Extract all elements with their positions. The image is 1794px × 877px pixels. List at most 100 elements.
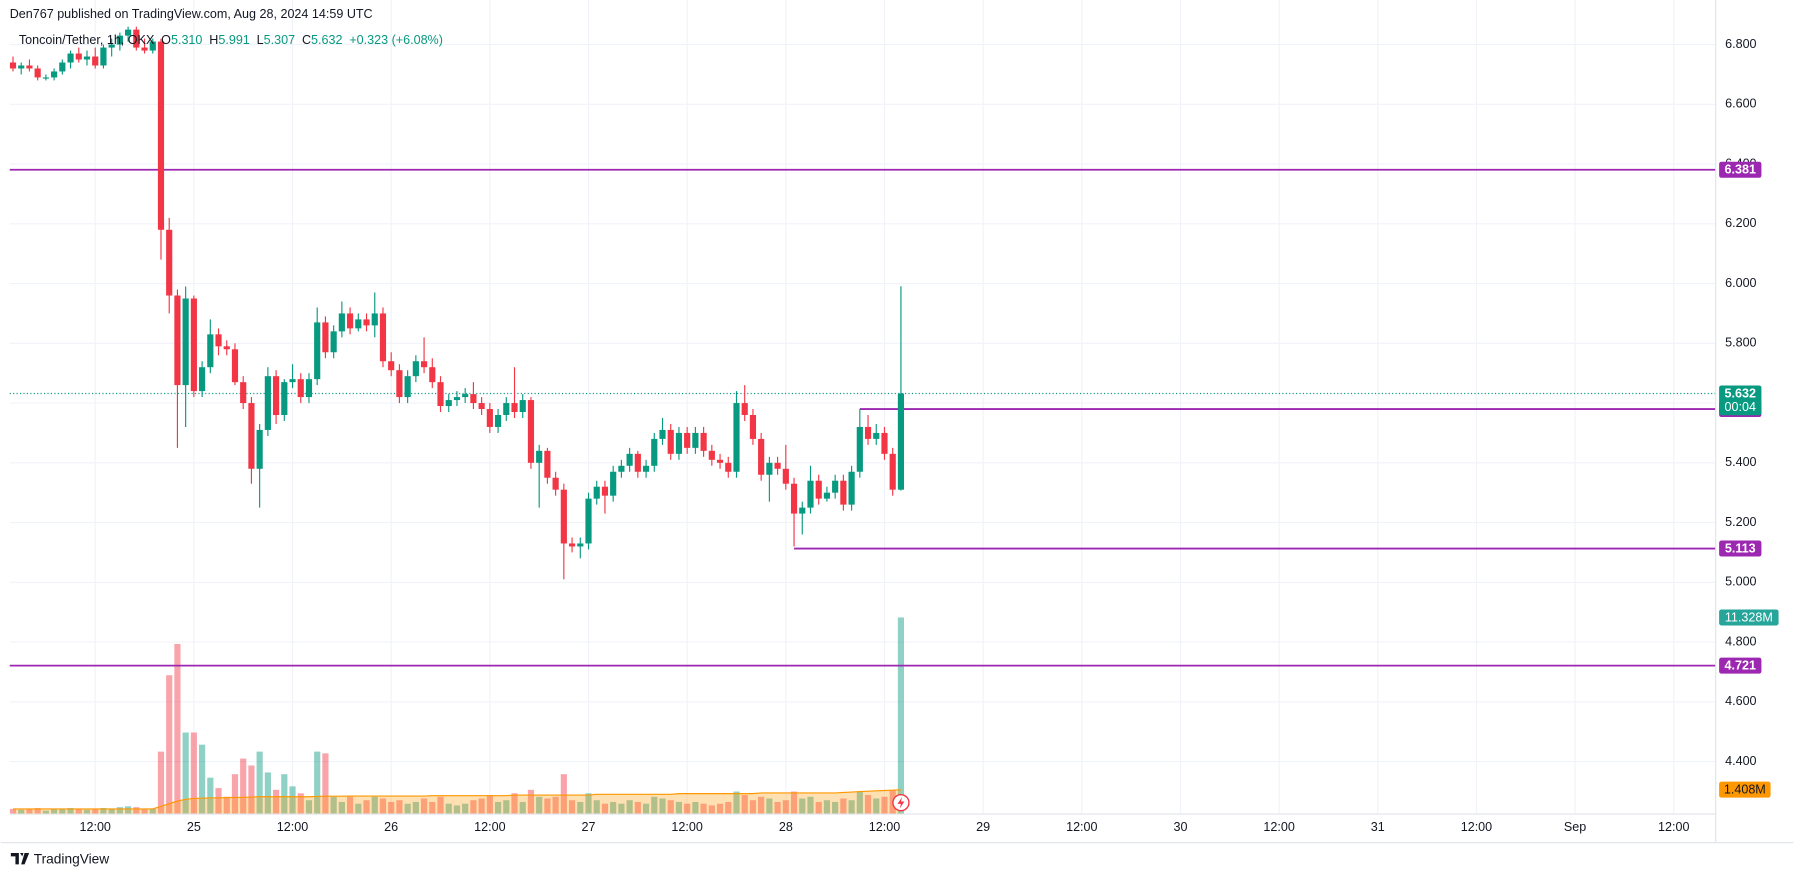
candle-body bbox=[815, 480, 822, 499]
volume-bar bbox=[799, 798, 806, 815]
candle-body bbox=[519, 400, 526, 413]
candle-body bbox=[889, 453, 896, 490]
volume-bar bbox=[725, 801, 732, 815]
volume-bar bbox=[470, 800, 477, 815]
candle-body bbox=[807, 480, 814, 508]
volume-bar bbox=[840, 798, 847, 815]
volume-bar bbox=[560, 774, 567, 815]
candle-body bbox=[297, 379, 304, 398]
x-tick-label: 31 bbox=[1371, 820, 1385, 834]
candle-body bbox=[651, 438, 658, 466]
volume-bar bbox=[34, 808, 41, 815]
volume-bar bbox=[577, 801, 584, 815]
volume-bar bbox=[453, 805, 461, 815]
volume-bar bbox=[708, 805, 715, 815]
candle-body bbox=[75, 53, 82, 60]
volume-bar bbox=[240, 758, 247, 815]
candle-body bbox=[848, 471, 855, 505]
volume-bar bbox=[199, 744, 206, 815]
legend-change: +0.323 (+6.08%) bbox=[349, 33, 443, 47]
y-tick-label: 6.000 bbox=[1725, 276, 1756, 290]
candle-body bbox=[396, 370, 403, 398]
level-layer bbox=[9, 168, 1716, 667]
y-tick-label: 4.800 bbox=[1725, 634, 1756, 648]
candle-body bbox=[445, 400, 452, 407]
candle-body bbox=[429, 367, 436, 383]
price-tag bbox=[1719, 161, 1762, 178]
volume-bar bbox=[157, 751, 165, 815]
volume-bar bbox=[264, 772, 271, 815]
y-tick-label: 5.000 bbox=[1725, 575, 1756, 589]
candle-body bbox=[758, 438, 765, 475]
y-tick-label: 4.400 bbox=[1725, 754, 1756, 768]
candle-body bbox=[289, 379, 296, 383]
x-tick-label: 12:00 bbox=[1658, 820, 1689, 834]
candle-body bbox=[560, 489, 567, 544]
candle-body bbox=[470, 394, 477, 404]
volume-bar bbox=[864, 795, 872, 815]
candle-body bbox=[610, 471, 617, 496]
volume-bar bbox=[75, 808, 82, 815]
candle-body bbox=[840, 480, 847, 505]
countdown-label: 00:04 bbox=[1725, 400, 1756, 414]
candle-body bbox=[116, 35, 123, 45]
candle-body bbox=[281, 382, 288, 416]
volume-bar bbox=[437, 796, 444, 815]
candle-body bbox=[437, 382, 444, 407]
volume-bar bbox=[445, 803, 452, 815]
brand: TradingView bbox=[10, 851, 109, 866]
legend-key: C bbox=[302, 33, 311, 47]
volume-bar bbox=[420, 798, 428, 815]
volume-bar bbox=[536, 796, 543, 815]
volume-bar bbox=[346, 796, 354, 815]
volume-tag bbox=[1719, 609, 1779, 626]
volume-bar bbox=[667, 800, 674, 815]
volume-bar bbox=[610, 801, 617, 815]
candle-body bbox=[26, 65, 33, 69]
candle-body bbox=[667, 429, 674, 454]
candle-body bbox=[100, 47, 107, 66]
volume-bar bbox=[782, 800, 789, 815]
volume-ma-line bbox=[12, 789, 901, 810]
candle-body bbox=[83, 56, 91, 60]
volume-bar bbox=[404, 803, 411, 815]
volume-bar bbox=[223, 796, 230, 815]
legend-key: O bbox=[161, 33, 171, 47]
volume-bar bbox=[568, 800, 576, 815]
volume-bar bbox=[552, 796, 559, 815]
candle-body bbox=[684, 432, 691, 448]
volume-bar bbox=[634, 801, 641, 815]
candle-body bbox=[897, 393, 905, 490]
candle-body bbox=[552, 477, 559, 490]
volume-bar bbox=[297, 793, 304, 815]
candle-body bbox=[157, 41, 165, 230]
publisher-note: Den767 published on TradingView.com, Aug… bbox=[10, 7, 373, 21]
legend-value: 5.310 bbox=[171, 33, 202, 47]
candle-body bbox=[873, 432, 880, 439]
volume-bar bbox=[503, 800, 510, 815]
candle-body bbox=[141, 47, 148, 51]
legend-value: 5.991 bbox=[218, 33, 249, 47]
volume-bar bbox=[51, 808, 58, 815]
y-tick-label: 6.200 bbox=[1725, 216, 1756, 230]
candle-body bbox=[725, 462, 732, 472]
volume-bar bbox=[758, 796, 765, 815]
volume-bar bbox=[207, 777, 214, 815]
candle-body bbox=[404, 376, 411, 398]
y-tick-label: 5.200 bbox=[1725, 515, 1756, 529]
candle-body bbox=[585, 498, 592, 544]
price-tag bbox=[1719, 540, 1762, 557]
candle-body bbox=[133, 29, 140, 48]
volume-bar bbox=[585, 793, 592, 815]
volume-bar bbox=[593, 800, 600, 815]
volume-bar bbox=[749, 800, 757, 815]
volume-bar bbox=[486, 795, 493, 815]
volume-bar bbox=[83, 809, 91, 815]
volume-bar bbox=[527, 789, 535, 815]
volume-bar bbox=[141, 808, 148, 815]
price-tag-label: 5.113 bbox=[1725, 541, 1756, 555]
legend-value: 5.632 bbox=[311, 33, 342, 47]
candle-body bbox=[149, 41, 156, 51]
